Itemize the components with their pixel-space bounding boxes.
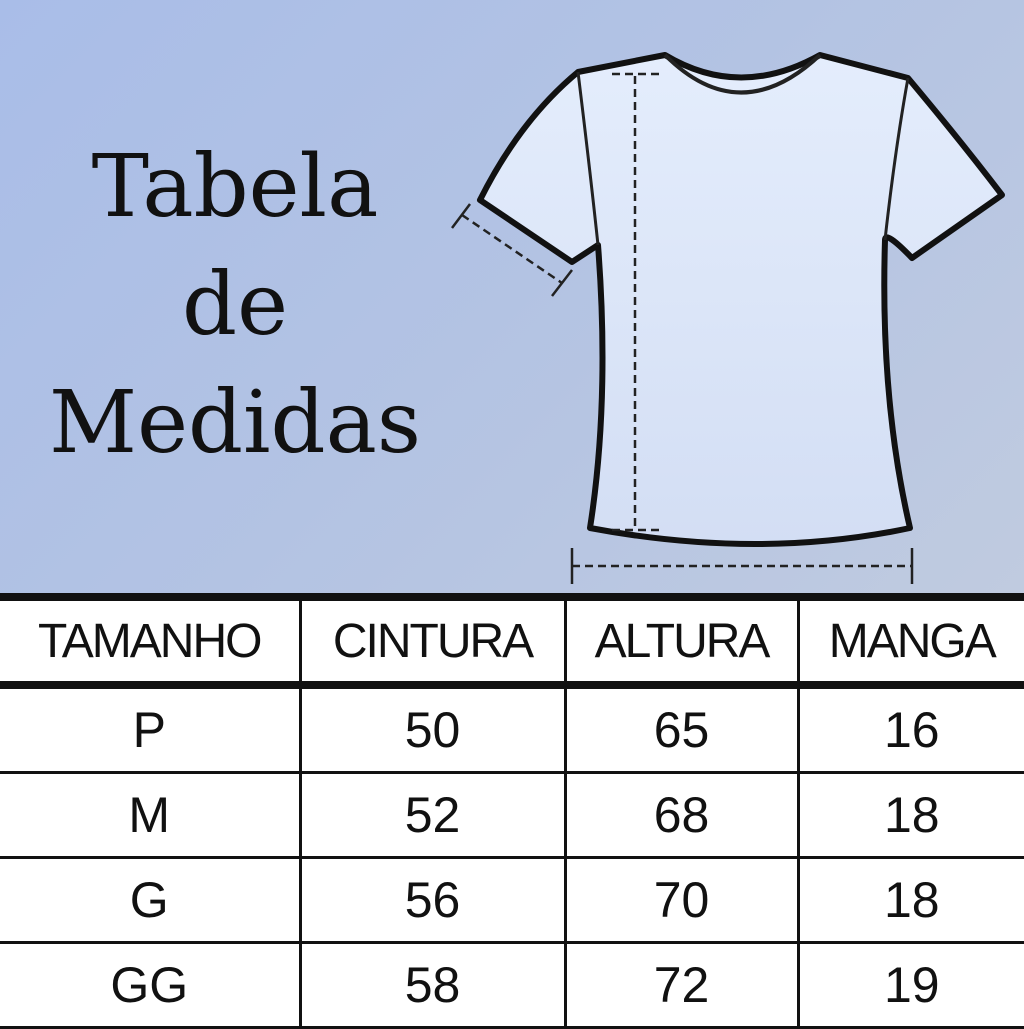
cell-manga: 19: [796, 941, 1024, 1029]
cell-cintura: 56: [298, 856, 567, 944]
table-header-row: TAMANHO CINTURA ALTURA MANGA: [0, 595, 1024, 687]
cell-altura: 68: [563, 771, 800, 859]
header-tamanho: TAMANHO: [0, 595, 302, 687]
page-title: Tabela de Medidas: [20, 128, 450, 482]
cell-size: P: [0, 683, 302, 774]
table-row: M 52 68 18: [0, 771, 1024, 859]
title-line: Medidas: [49, 373, 421, 473]
table-row: P 50 65 16: [0, 683, 1024, 774]
cell-cintura: 58: [298, 941, 567, 1029]
table-row: G 56 70 18: [0, 856, 1024, 944]
cell-altura: 70: [563, 856, 800, 944]
cell-size: M: [0, 771, 302, 859]
header-altura: ALTURA: [563, 595, 800, 687]
tshirt-illustration: [451, 52, 1005, 584]
cell-manga: 18: [796, 856, 1024, 944]
measure-lines: [451, 72, 914, 584]
cell-manga: 16: [796, 683, 1024, 774]
table-row: GG 58 72 19: [0, 941, 1024, 1029]
size-table: TAMANHO CINTURA ALTURA MANGA P 50 65 16 …: [0, 593, 1024, 1029]
cell-manga: 18: [796, 771, 1024, 859]
header-manga: MANGA: [796, 595, 1024, 687]
header-cintura: CINTURA: [298, 595, 567, 687]
cell-size: GG: [0, 941, 302, 1029]
title-line: de: [182, 255, 288, 355]
cell-cintura: 50: [298, 683, 567, 774]
cell-cintura: 52: [298, 771, 567, 859]
cell-altura: 65: [563, 683, 800, 774]
collar: [663, 53, 822, 95]
tshirt-body: [477, 52, 1005, 547]
cell-size: G: [0, 856, 302, 944]
hero-banner: Tabela de Medidas: [0, 0, 1024, 596]
cell-altura: 72: [563, 941, 800, 1029]
title-line: Tabela: [91, 137, 379, 237]
